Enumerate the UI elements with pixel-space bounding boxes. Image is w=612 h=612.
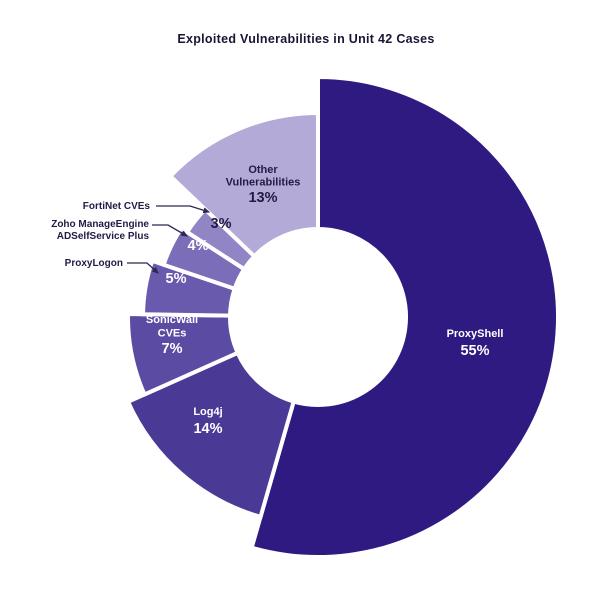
leader-line-zoho [152,224,188,237]
slice-pct-label-fortinet: 3% [211,216,232,232]
callout-label-proxylogon: ProxyLogon [65,258,123,269]
leader-line-proxylogon [127,262,159,274]
slice-pct-label-log4j: 14% [193,421,222,437]
pie-slice-sonicwall [126,312,241,398]
slice-name-label-proxyshell: ProxyShell [447,328,504,340]
pie-slices [125,74,560,559]
slice-pct-label-proxylogon: 5% [166,271,187,287]
slice-name-label-sonicwall: CVEs [158,328,187,340]
callout-label-fortinet: FortiNet CVEs [83,201,151,212]
callout-label-zoho: Zoho ManageEngine [51,219,149,230]
slice-name-label-other: Other [248,164,278,176]
chart-title: Exploited Vulnerabilities in Unit 42 Cas… [177,32,435,46]
pie-slice-proxyshell [249,74,560,559]
pie-slice-log4j [125,350,297,520]
slice-pct-label-other: 13% [248,190,277,206]
slice-name-label-other: Vulnerabilities [226,177,301,189]
slice-pct-label-zoho: 4% [188,238,209,254]
slice-pct-label-proxyshell: 55% [460,343,489,359]
callout-label-zoho: ADSelfService Plus [57,231,150,242]
slice-name-label-log4j: Log4j [193,406,222,418]
leader-line-fortinet [156,205,211,214]
slice-pct-label-sonicwall: 7% [162,341,183,357]
slice-name-label-sonicwall: SonicWall [146,314,198,326]
pie-slice-other [167,110,320,260]
leader-lines [127,205,211,274]
